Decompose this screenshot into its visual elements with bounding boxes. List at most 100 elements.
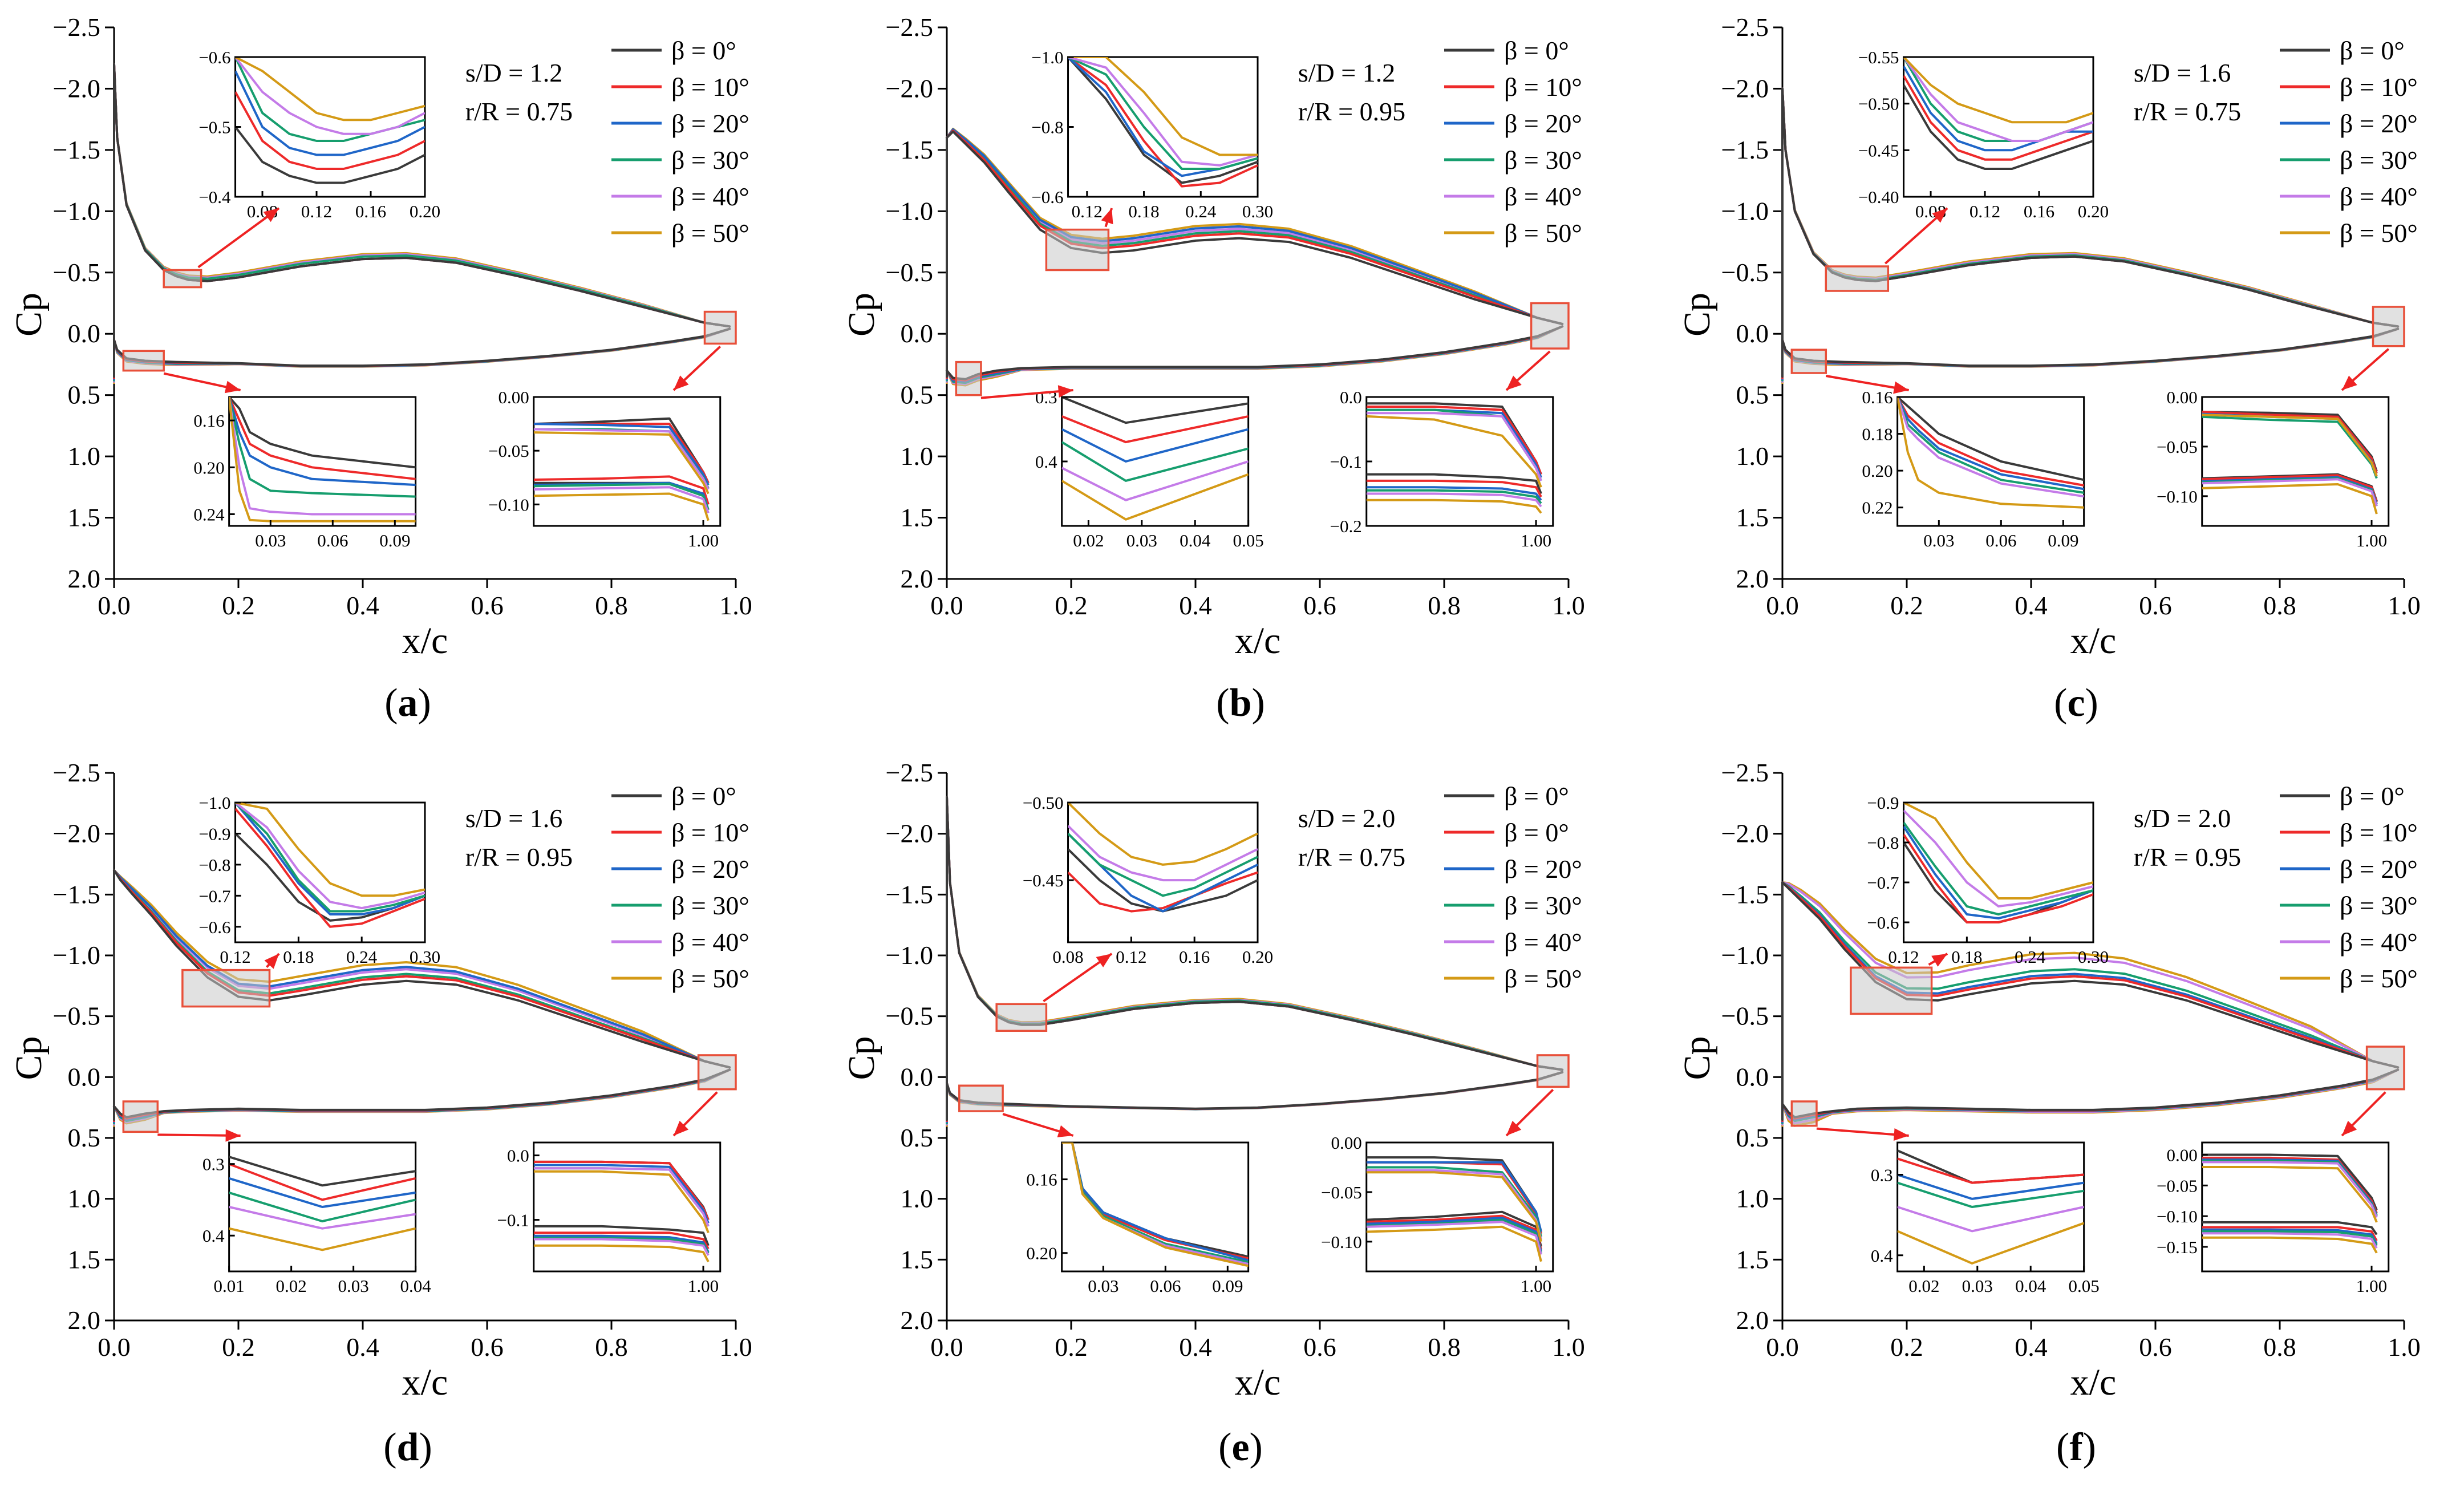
pressure-line-1 [946,325,1564,382]
legend-entry: β = 10° [1504,72,1582,102]
inset-series [1068,803,1258,913]
inset-top: 0.12 0.18 0.24 0.30 −1.0 −0.8 −0.6 [1031,47,1273,228]
inset-line-1 [1061,1142,1249,1260]
y-tick-label: −1.5 [53,135,100,164]
inset-line-1 [235,91,425,170]
panel-e: −2.5−2.0−1.5−1.0−0.50.00.51.01.52.00.0 0.… [841,758,1585,1469]
suction-line-2 [946,128,1564,325]
inset-line-0 [1366,473,1542,495]
legend-entry: β = 40° [1504,927,1582,957]
suction-line-1 [946,129,1564,325]
zoom-highlight-box [1790,349,1827,374]
zoom-highlight-box [703,310,737,345]
inset-line-1 [1068,871,1258,913]
inset-line-1 [1366,479,1542,498]
inset-bottom-right: 1.00 −0.15 −0.10 −0.05 0.00 [2157,1091,2390,1296]
x-axis-title: x/c [402,620,448,662]
zoom-highlight-box [958,1084,1004,1112]
inset-line-5 [533,1244,710,1263]
inset-x-tick-label: 1.00 [688,1276,719,1296]
inset-line-5 [1068,803,1258,866]
inset-line-3 [1061,1142,1249,1263]
inset-lower-line-0 [2202,1153,2378,1211]
inset-line-1 [2202,1226,2378,1242]
inset-line-1 [229,1162,416,1201]
y-tick-label: −1.5 [1721,880,1769,909]
y-tick-label: 2.0 [1736,564,1769,593]
inset-bottom-left: 0.03 0.06 0.09 0.16 0.18 0.20 0.22 [1825,375,2085,550]
inset-line-0 [1061,397,1249,424]
x-tick-label: 0.2 [1055,591,1088,620]
y-tick-label: −1.0 [1721,196,1769,225]
inset-line-3 [1366,489,1542,504]
zoom-arrow-head [1101,208,1113,225]
inset-line-0 [1903,84,2094,170]
inset-x-tick-label: 1.00 [1521,1276,1551,1296]
inset-line-1 [1897,1157,2084,1184]
y-tick-label: 1.0 [1736,441,1769,471]
inset-y-tick-label: 0.0 [1340,387,1362,407]
inset-line-3 [235,803,425,913]
condition-annotation: s/D = 1.2 [465,58,562,87]
inset-frame [2201,1141,2390,1273]
inset-line-4 [229,397,416,516]
inset-line-4 [235,57,425,135]
inset-y-tick-label: −0.10 [1321,1232,1362,1252]
y-tick-label: 1.5 [901,1245,934,1274]
inset-x-tick-label: 0.09 [1212,1276,1243,1296]
suction-line-0 [1781,881,2400,1069]
inset-y-tick-label: −0.05 [488,441,529,461]
y-tick-label: 1.5 [68,503,101,532]
zoom-arrow-head [1057,1125,1073,1137]
y-axis-title: Cp [8,293,50,337]
y-tick-label: 2.0 [901,1306,934,1335]
x-tick-label: 1.0 [2388,591,2421,620]
zoom-highlight-box [1536,1054,1570,1088]
condition-annotation: r/R = 0.95 [465,842,573,872]
inset-line-2 [1897,397,2084,491]
inset-line-2 [229,397,416,487]
legend-entry: β = 10° [671,818,749,847]
inset-y-tick-label: −0.7 [198,886,230,906]
panel-label: (d) [383,1425,432,1469]
inset-line-3 [1903,821,2094,915]
x-axis-title: x/c [2070,620,2117,662]
y-tick-label: −1.0 [53,941,100,970]
x-tick-label: 0.4 [1179,591,1212,620]
inset-line-2 [1366,486,1542,501]
inset-bottom-left: 0.03 0.06 0.09 0.16 0.20 0.24 [163,372,417,550]
inset-line-0 [229,1156,416,1187]
inset-line-4 [235,803,425,910]
y-tick-label: −1.5 [53,880,100,909]
zoom-arrow [1816,1127,1909,1137]
inset-x-tick-label: 0.03 [1962,1276,1993,1296]
x-tick-label: 1.0 [719,1332,752,1362]
y-tick-label: 0.5 [1736,380,1769,410]
panel-label: (c) [2054,681,2098,725]
y-tick-label: −1.5 [1721,135,1769,164]
inset-y-tick-label: 0.18 [1862,424,1892,444]
inset-line-4 [229,1206,416,1230]
panel-f: −2.5−2.0−1.5−1.0−0.50.00.51.01.52.00.0 0.… [1676,758,2421,1469]
inset-x-tick-label: 0.06 [1150,1276,1181,1296]
inset-line-2 [1061,428,1249,463]
x-tick-label: 0.8 [2263,1332,2296,1362]
inset-x-tick-label: 0.05 [2069,1276,2100,1296]
inset-y-tick-label: −0.6 [1031,187,1063,207]
inset-x-tick-label: 0.02 [1908,1276,1939,1296]
inset-line-3 [1068,832,1258,897]
pressure-line-4 [1781,1068,2400,1125]
x-tick-label: 0.4 [346,591,379,620]
legend-entry: β = 40° [671,927,749,957]
inset-y-tick-label: −0.7 [1867,873,1899,893]
y-tick-label: 0.0 [1736,319,1769,348]
pressure-line-2 [946,325,1564,383]
inset-lower-line-5 [533,431,710,495]
y-tick-label: −0.5 [53,258,100,287]
y-tick-label: 1.0 [68,441,101,471]
legend-entry: β = 40° [671,182,749,211]
inset-line-4 [1068,57,1258,167]
pressure-line-5 [113,1068,731,1125]
y-tick-label: 0.5 [68,380,101,410]
inset-line-3 [229,1191,416,1223]
